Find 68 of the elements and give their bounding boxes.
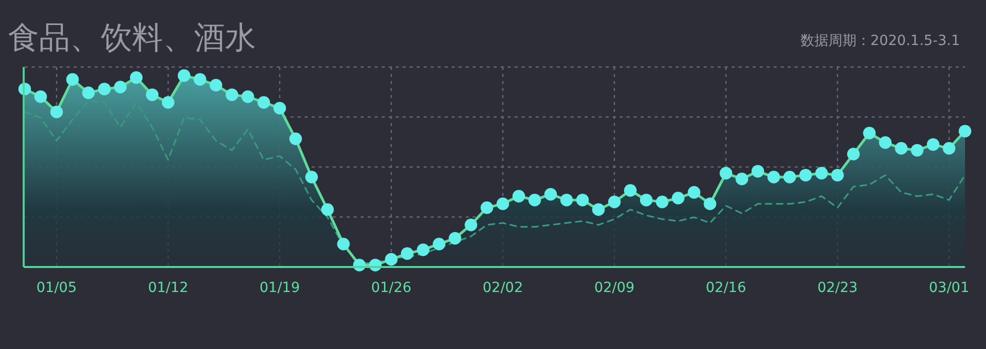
x-tick-label: 02/23	[817, 280, 858, 296]
x-tick-label: 01/26	[371, 280, 412, 296]
x-tick-label: 02/16	[706, 280, 746, 296]
point	[544, 188, 557, 201]
point	[560, 194, 573, 206]
point	[384, 253, 398, 266]
point	[592, 203, 605, 216]
point	[656, 196, 668, 208]
x-tick-label: 01/12	[148, 280, 188, 296]
point	[82, 86, 95, 100]
x-tick-label: 02/09	[594, 280, 635, 296]
point	[210, 78, 222, 92]
point	[66, 73, 79, 86]
point	[640, 194, 653, 206]
point	[720, 166, 732, 180]
point	[273, 102, 286, 114]
point	[178, 69, 190, 82]
point	[289, 132, 302, 146]
point	[480, 201, 494, 214]
point	[321, 203, 334, 216]
point	[799, 168, 812, 182]
point	[242, 90, 254, 103]
point	[736, 172, 748, 186]
text: 数据周期：2020.1.5-3.1	[800, 33, 960, 49]
point	[704, 198, 716, 210]
point	[815, 166, 828, 180]
point	[926, 138, 940, 151]
point	[50, 106, 63, 118]
x-tick-label: 01/19	[260, 280, 300, 296]
point	[146, 88, 158, 102]
point	[688, 186, 700, 199]
point	[752, 165, 764, 178]
point	[98, 82, 111, 96]
point	[894, 142, 908, 155]
point	[958, 124, 972, 138]
point	[783, 170, 796, 184]
x-tick-label: 03/01	[928, 280, 970, 296]
point	[34, 90, 47, 103]
point	[130, 71, 143, 84]
point	[257, 96, 270, 109]
point	[512, 190, 526, 202]
point	[672, 192, 684, 204]
point	[432, 238, 446, 250]
x-tick-label: 02/02	[482, 280, 523, 296]
point	[226, 88, 238, 102]
point	[400, 247, 414, 260]
point	[624, 184, 637, 197]
point	[863, 126, 876, 140]
point	[305, 170, 318, 184]
point	[496, 198, 510, 210]
point	[942, 142, 956, 155]
point	[831, 168, 844, 182]
chart-title: 食品、饮料、酒水	[8, 20, 256, 56]
point	[767, 170, 780, 184]
point	[608, 196, 621, 208]
point	[448, 232, 462, 245]
point	[528, 194, 541, 206]
point	[464, 218, 478, 232]
x-tick-label: 01/05	[36, 280, 77, 296]
point	[879, 136, 892, 149]
point	[847, 148, 860, 160]
point	[337, 238, 350, 250]
point	[576, 194, 589, 206]
point	[910, 144, 924, 157]
point	[194, 73, 206, 86]
point	[114, 80, 127, 94]
point	[416, 243, 430, 256]
point	[162, 96, 174, 109]
